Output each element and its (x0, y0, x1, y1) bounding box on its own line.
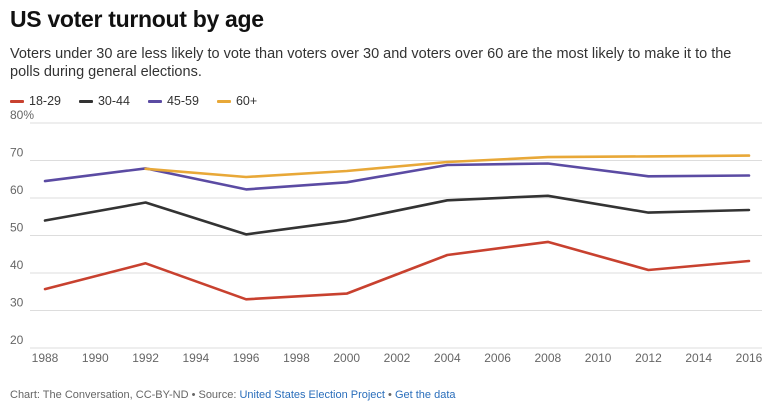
chart-title: US voter turnout by age (10, 6, 264, 32)
legend-label: 45-59 (166, 94, 199, 108)
x-tick-label: 2004 (434, 351, 461, 365)
series-line-60+ (144, 154, 751, 179)
series-line-30-44 (43, 194, 751, 236)
x-tick-label: 1988 (32, 351, 59, 365)
x-tick-label: 2006 (484, 351, 511, 365)
legend-swatch (78, 99, 93, 103)
x-tick-label: 1994 (183, 351, 210, 365)
x-tick-label: 2008 (535, 351, 562, 365)
y-tick-label: 50 (10, 221, 24, 235)
x-tick-label: 2002 (384, 351, 411, 365)
legend-label: 60+ (235, 94, 258, 108)
y-tick-label: 30 (10, 296, 24, 310)
legend-swatch (147, 99, 162, 103)
legend: 18-29 30-44 45-59 60+ (10, 94, 275, 108)
y-tick-label: 20 (10, 333, 24, 347)
y-tick-label: 40 (10, 258, 24, 272)
chart-subtitle: Voters under 30 are less likely to vote … (10, 46, 732, 80)
y-tick-label: 70 (10, 146, 24, 160)
y-tick-label: 60 (10, 183, 24, 197)
x-tick-label: 2016 (736, 351, 763, 365)
x-tick-label: 1992 (132, 351, 159, 365)
legend-swatch (10, 99, 24, 103)
x-tick-label: 2010 (585, 351, 612, 365)
legend-label: 30-44 (97, 94, 130, 108)
y-tick-label: 80% (10, 110, 34, 122)
x-tick-label: 1990 (82, 351, 109, 365)
line-chart: 80% 70 60 50 40 30 20 1988 1990 1992 1994 1996 1998 2… (10, 110, 763, 365)
legend-item: 45-59 (147, 94, 199, 108)
footer-separator: • (384, 389, 395, 401)
chart-footer: Chart: The Conversation, CC-BY-ND • Sour… (10, 389, 456, 401)
x-tick-label: 2014 (685, 351, 712, 365)
series-line-18-29 (43, 240, 751, 301)
x-tick-label: 2000 (333, 351, 360, 365)
footer-credit: Chart: The Conversation, CC-BY-ND • Sour… (10, 389, 240, 401)
x-tick-label: 1998 (283, 351, 310, 365)
legend-item: 60+ (216, 94, 258, 108)
legend-item: 30-44 (78, 94, 130, 108)
source-link[interactable]: United States Election Project (239, 389, 385, 401)
series-line-45-59 (43, 162, 751, 191)
legend-swatch (216, 99, 231, 103)
legend-item: 18-29 (10, 94, 61, 108)
x-tick-label: 1996 (233, 351, 260, 365)
get-data-link[interactable]: Get the data (394, 389, 456, 401)
x-tick-label: 2012 (635, 351, 662, 365)
legend-label: 18-29 (29, 94, 61, 108)
